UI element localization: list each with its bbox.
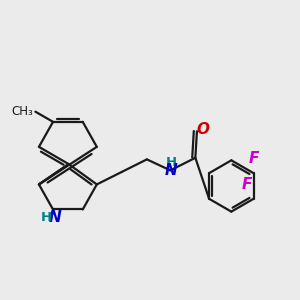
Text: N: N	[165, 164, 177, 178]
Text: F: F	[242, 177, 253, 192]
Text: O: O	[196, 122, 209, 137]
Text: CH₃: CH₃	[11, 105, 33, 118]
Text: H: H	[41, 211, 52, 224]
Text: F: F	[249, 151, 260, 166]
Text: H: H	[165, 156, 176, 169]
Text: N: N	[48, 210, 61, 225]
